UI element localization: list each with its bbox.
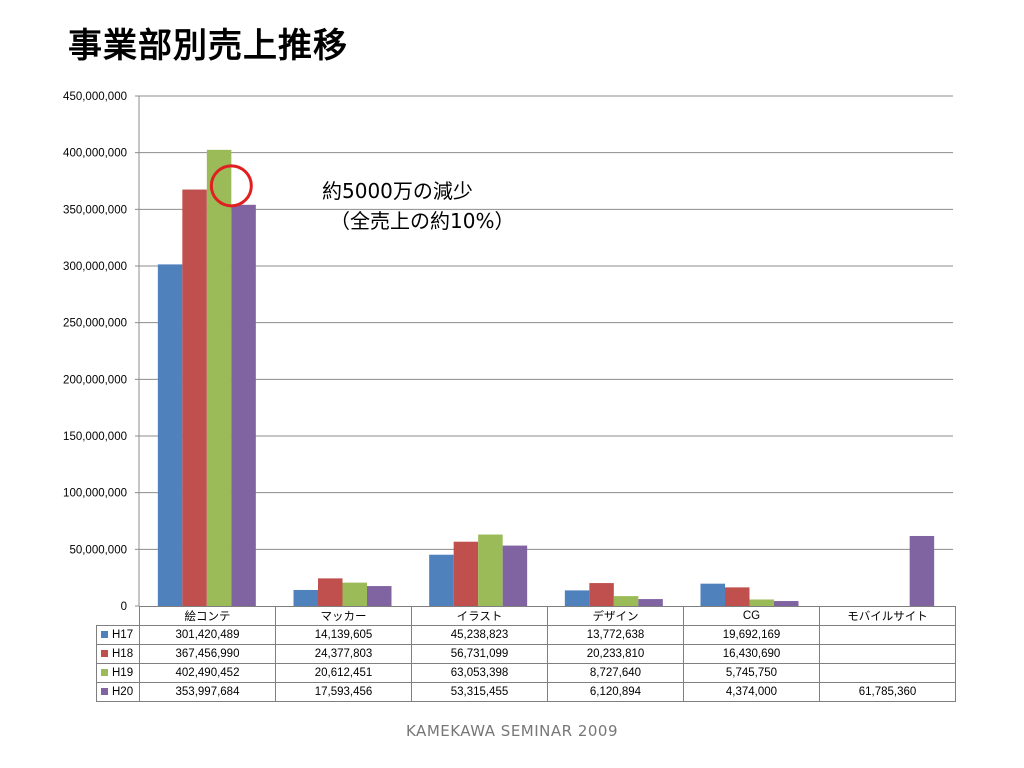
y-tick-label: 300,000,000 [63,261,127,273]
y-tick-label: 450,000,000 [63,91,127,103]
data-label: 63,053,398 [411,663,548,683]
legend-swatch [101,669,108,676]
category-label: モバイルサイト [819,606,956,626]
table-row: H20 353,997,684 17,593,456 53,315,455 6,120,… [96,682,956,702]
data-label: 45,238,823 [411,625,548,645]
y-tick-label: 100,000,000 [63,488,127,500]
category-label: 絵コンテ [139,606,276,626]
bar-h17 [293,589,318,606]
bar-h17 [429,554,454,606]
annotation-callout: 約5000万の減少 （全売上の約10%） [322,176,514,236]
bar-h19 [749,599,774,606]
data-label: 61,785,360 [819,682,956,702]
bar-h18 [453,541,479,606]
annotation-line-1: 約5000万の減少 [322,179,473,203]
bar-h17 [564,590,590,606]
y-tick-label: 350,000,000 [63,204,127,216]
page-title: 事業部別売上推移 [68,26,348,66]
data-label: 5,745,750 [683,663,820,683]
series-name: H17 [112,629,134,641]
table-row: H17 301,420,489 14,139,605 45,238,823 13,772… [96,625,956,645]
legend-entry: H20 [96,682,140,702]
bar-h20 [502,545,528,606]
bar-h20 [367,586,392,606]
legend-swatch [101,688,108,695]
series-name: H18 [112,648,134,660]
y-tick-label: 400,000,000 [63,148,127,160]
data-label: 402,490,452 [139,663,276,683]
series-name: H19 [112,667,134,679]
bar-h18 [182,189,207,606]
legend-swatch [101,631,108,638]
data-label: 20,612,451 [275,663,412,683]
highlight-circle [209,164,253,208]
data-label [819,625,956,645]
data-label: 8,727,640 [547,663,684,683]
data-label: 301,420,489 [139,625,276,645]
bar-h17 [700,583,725,606]
bar-h20 [774,601,799,606]
data-label: 56,731,099 [411,644,548,664]
y-tick-label: 250,000,000 [63,318,127,330]
data-table: 絵コンテ マッカー イラスト デザイン CG モバイルサイト H17 301,420,489 1… [96,606,956,702]
bar-h19 [478,534,503,606]
bar-h19 [613,596,639,606]
y-tick-label: 50,000,000 [69,544,127,556]
series-name: H20 [112,686,134,698]
bar-h20 [231,204,256,607]
legend-entry: H19 [96,663,140,683]
y-tick-label: 150,000,000 [63,431,127,443]
bar-h18 [725,587,750,606]
category-label: イラスト [411,606,548,626]
data-label: 16,430,690 [683,644,820,664]
bar-h17 [157,264,183,606]
y-tick-label: 200,000,000 [63,374,127,386]
legend-entry: H18 [96,644,140,664]
data-label [819,663,956,683]
bar-h20 [909,535,935,606]
bar-h18 [589,583,614,606]
table-row: H18 367,456,990 24,377,803 56,731,099 20,233… [96,644,956,664]
bar-h20 [638,599,663,606]
data-label: 17,593,456 [275,682,412,702]
category-label: デザイン [547,606,684,626]
annotation-line-2: （全売上の約10%） [330,209,515,233]
table-header-row: 絵コンテ マッカー イラスト デザイン CG モバイルサイト [96,606,956,626]
data-label: 13,772,638 [547,625,684,645]
data-label: 353,997,684 [139,682,276,702]
bar-h18 [318,578,343,606]
footer-text: KAMEKAWA SEMINAR 2009 [405,722,619,740]
data-label [819,644,956,664]
table-row: H19 402,490,452 20,612,451 63,053,398 8,727,… [96,663,956,683]
data-label: 367,456,990 [139,644,276,664]
category-label: CG [683,606,820,626]
legend-entry: H17 [96,625,140,645]
data-label: 6,120,894 [547,682,684,702]
data-label: 20,233,810 [547,644,684,664]
bar-h19 [206,149,232,606]
data-label: 14,139,605 [275,625,412,645]
data-label: 4,374,000 [683,682,820,702]
data-label: 53,315,455 [411,682,548,702]
legend-swatch [101,650,108,657]
bar-h19 [342,582,367,606]
category-label: マッカー [275,606,412,626]
table-corner-cell [96,606,140,626]
data-label: 24,377,803 [275,644,412,664]
data-label: 19,692,169 [683,625,820,645]
